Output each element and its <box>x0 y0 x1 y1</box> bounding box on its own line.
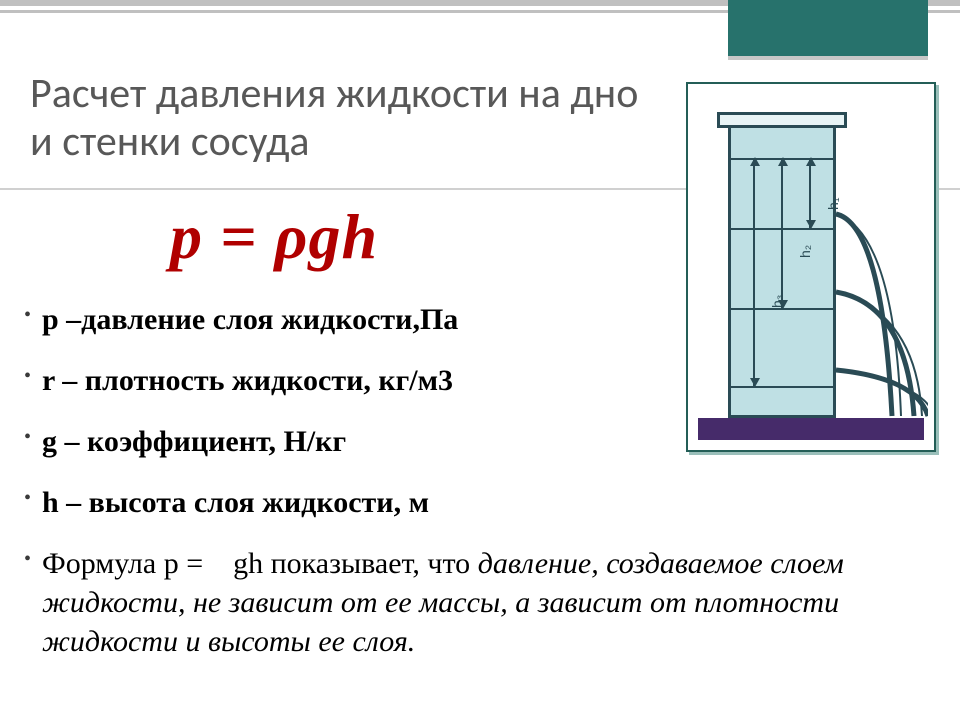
bullet-5-mid: gh показывает, что <box>233 547 478 580</box>
slide-title: Расчет давления жидкости на дно и стенки… <box>30 70 670 167</box>
bullet-2-text: r – плотность жидкости, кг/м3 <box>42 364 453 397</box>
bullet-5: Формула p = gh показывает, что давление,… <box>20 544 920 661</box>
diagram-frame: h₁ h₂ h₃ <box>686 82 936 452</box>
bullet-3-text: g – коэффициент, Н/кг <box>42 425 346 458</box>
bullet-4-text: h – высота слоя жидкости, м <box>42 486 429 519</box>
accent-block <box>728 0 928 56</box>
formula: p = ρgh <box>170 200 378 274</box>
slide: Расчет давления жидкости на дно и стенки… <box>0 0 960 720</box>
bullet-5-gap <box>211 547 234 580</box>
accent-underline <box>728 56 928 60</box>
bullet-4: h – высота слоя жидкости, м <box>20 483 940 522</box>
streams-svg <box>698 94 928 444</box>
stream-1 <box>836 214 892 416</box>
diagram: h₁ h₂ h₃ <box>698 94 924 440</box>
bullet-1-text: p –давление слоя жидкости,Па <box>42 303 458 336</box>
bullet-5-prefix: Формула p = <box>42 547 211 580</box>
stream-2b <box>836 292 922 416</box>
